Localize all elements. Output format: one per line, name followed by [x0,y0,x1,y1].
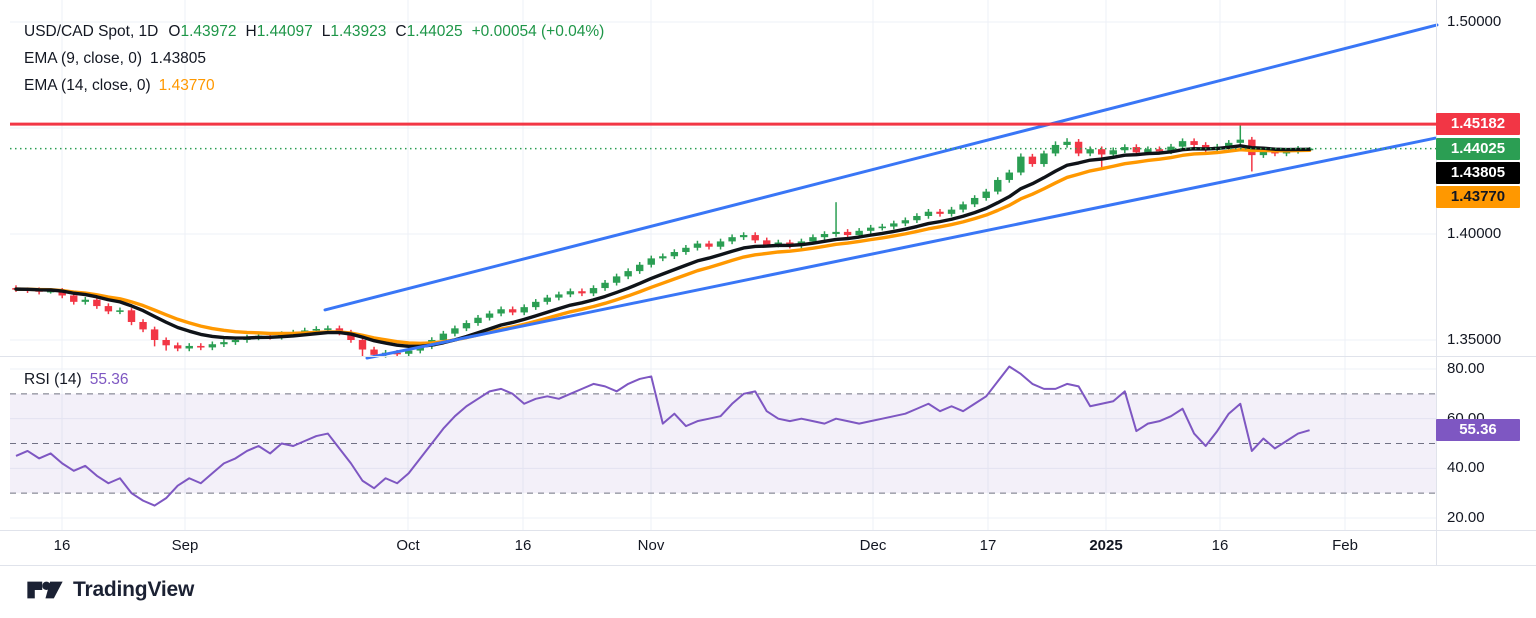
ema9-row[interactable]: EMA (9, close, 0) 1.43805 [24,45,604,72]
rsi-badge: 55.36 [1436,419,1520,442]
time-axis-label: Oct [396,537,420,554]
rsi-band [10,393,1436,494]
ema9-value: 1.43805 [150,49,207,67]
price-axis-label: 1.50000 [1447,13,1502,30]
rsi-gridlines [10,368,1436,519]
price-badge: 1.43770 [1436,185,1520,208]
ema14-label: EMA (14, close, 0) [24,76,151,94]
symbol-legend: USD/CAD Spot, 1D O1.43972 H1.44097 L1.43… [24,18,604,99]
trendline-lower[interactable] [365,136,1437,360]
time-axis-label: 2025 [1089,537,1123,554]
rsi-axis-label: 80.00 [1447,360,1485,377]
rsi-axis-label: 20.00 [1447,509,1485,526]
time-axis-label: 16 [1211,537,1229,554]
change-value: +0.00054 (+0.04%) [471,22,605,40]
time-axis-top-border [0,530,1536,531]
tradingview-logo[interactable]: TradingView [26,577,194,603]
time-axis-label: 17 [979,537,997,554]
price-axis-label: 1.40000 [1447,225,1502,242]
candles-series [12,124,1314,359]
time-axis-label: Feb [1332,537,1358,554]
symbol-row[interactable]: USD/CAD Spot, 1D O1.43972 H1.44097 L1.43… [24,18,604,45]
ohlc-high: H1.44097 [245,22,313,40]
time-axis-label: Nov [637,537,665,554]
chart-canvas[interactable] [0,0,1536,565]
ohlc-close: C1.44025 [395,22,463,40]
rsi-value: 55.36 [89,371,129,388]
price-badge: 1.43805 [1436,161,1520,184]
ohlc-low: L1.43923 [321,22,387,40]
price-axis-border [1436,0,1437,565]
ohlc-open: O1.43972 [168,22,237,40]
time-axis-label: 16 [53,537,71,554]
ema14-row[interactable]: EMA (14, close, 0) 1.43770 [24,72,604,99]
brand-text: TradingView [73,578,195,601]
rsi-axis-label: 40.00 [1447,459,1485,477]
ema9-line[interactable] [14,144,1312,349]
pane-divider[interactable] [0,356,1536,357]
trendline-upper[interactable] [323,23,1439,312]
rsi-label: RSI (14) [24,371,82,388]
price-badge: 1.45182 [1436,113,1520,136]
time-axis-bottom-border [0,565,1536,566]
symbol-title: USD/CAD Spot, 1D [24,22,159,40]
price-badge: 1.44025 [1436,137,1520,160]
price-axis-label: 1.35000 [1447,331,1502,348]
rsi-legend-row[interactable]: RSI (14) 55.36 [24,368,129,392]
time-axis-label: Sep [171,537,199,554]
rsi-line[interactable] [15,365,1310,507]
time-axis-label: 16 [514,537,532,554]
time-axis[interactable]: 16 Sep Oct 16 Nov Dec 17 2025 16 Feb [0,530,1536,565]
price-axis[interactable]: 1.50000 1.40000 1.35000 80.00 60.00 40.00 20.0… [1436,0,1536,565]
tradingview-mark-icon [27,581,63,599]
ema14-line[interactable] [14,147,1312,346]
ema14-value: 1.43770 [158,76,215,94]
ema9-label: EMA (9, close, 0) [24,49,143,67]
time-axis-label: Dec [859,537,887,554]
